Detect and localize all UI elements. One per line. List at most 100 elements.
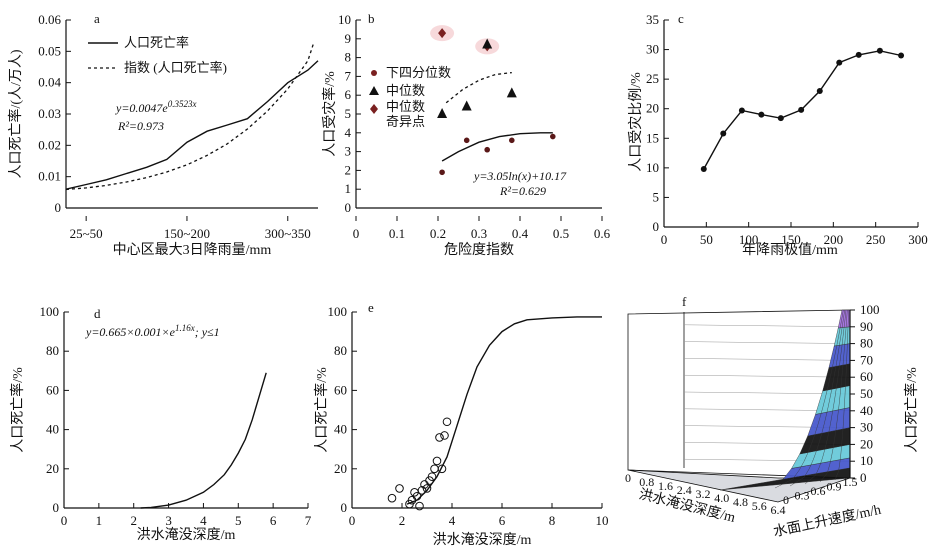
panel-a-xtick-label-0: 25~50 — [70, 226, 103, 241]
panel-f-surface-mesh-3 — [804, 309, 847, 485]
panel-e-xtick-label-1: 2 — [399, 513, 406, 528]
panel-f-xtick-label-6: 4.8 — [733, 495, 748, 509]
panel-b-equation: y=3.05ln(x)+10.17 — [473, 169, 567, 183]
panel-a-letter: a — [94, 11, 100, 26]
panel-a-series-solid-line — [65, 60, 319, 190]
panel-b-legend-lq-marker — [371, 70, 377, 76]
panel-c-ytick-label-6: 30 — [646, 42, 659, 57]
panel-f-z-title: 人口死亡率/% — [903, 367, 920, 453]
panel-f-ztick-label-2: 20 — [860, 436, 873, 451]
panel-d-x-ticks: 0 1 2 3 4 5 6 7 — [61, 503, 312, 528]
panel-c: c 0 5 10 15 20 25 30 35 0 50 100 150 200 250 300 年降雨极… — [627, 11, 928, 258]
panel-d-xtick-label-5: 5 — [235, 513, 242, 528]
panel-c-xtick-label-3: 150 — [781, 232, 801, 247]
panel-b-legend-lq-label: 下四分位数 — [386, 65, 451, 80]
panel-d-ytick-label-1: 20 — [46, 461, 59, 476]
panel-f-ztick-label-0: 0 — [860, 470, 867, 485]
panel-b-lq-point-2 — [484, 146, 491, 153]
panel-c-point-8 — [855, 51, 862, 58]
panel-e-point-5 — [412, 491, 422, 501]
panel-d-xtick-label-0: 0 — [61, 513, 68, 528]
panel-c-x-title: 年降雨极值/mm — [742, 242, 838, 258]
panel-b-ytick-label-6: 6 — [345, 87, 352, 102]
panel-c-x-ticks: 0 50 100 150 200 250 300 — [661, 222, 928, 247]
panel-c-ytick-label-5: 25 — [646, 71, 659, 86]
panel-d-y-title: 人口死亡率/% — [9, 367, 26, 453]
panel-d-x-title: 洪水淹没深度/m — [137, 527, 236, 543]
panel-f-surface — [719, 309, 851, 491]
panel-b-y-ticks: 0 1 2 3 4 5 6 7 8 9 10 — [338, 12, 361, 215]
panel-a: a 0 0.01 0.02 0.03 0.04 0.05 0.06 25~50 150~200… — [7, 11, 319, 258]
panel-b-lq-point-0 — [439, 169, 445, 176]
panel-e-ytick-label-2: 40 — [334, 422, 347, 437]
panel-a-ytick-label-6: 0.06 — [38, 12, 61, 27]
panel-b-ytick-label-5: 5 — [345, 106, 352, 121]
panel-d-ytick-label-4: 80 — [46, 343, 59, 358]
panel-d-xtick-label-7: 7 — [305, 513, 312, 528]
panel-b-lq-point-4 — [550, 133, 556, 140]
panel-c-ytick-label-2: 10 — [646, 160, 659, 175]
panel-f-y-ticks: 0 0.3 0.6 0.9 1.5 — [783, 475, 858, 507]
panel-f-surface-mesh-2 — [789, 309, 845, 487]
panel-c-xtick-label-4: 200 — [824, 232, 844, 247]
panel-c-xtick-label-5: 250 — [866, 232, 886, 247]
panel-f-wall-grid-line-6 — [683, 374, 851, 378]
panel-b-y-title: 人口受灾率/% — [321, 71, 338, 157]
panel-e-point-11 — [427, 472, 437, 481]
panel-a-xtick-label-1: 150~200 — [164, 226, 210, 241]
panel-d-xtick-label-3: 3 — [165, 513, 172, 528]
panel-f-xtick-label-7: 5.6 — [752, 499, 767, 513]
panel-e-ytick-label-1: 20 — [334, 461, 347, 476]
panel-e-x-title: 洪水淹没深度/m — [433, 532, 532, 548]
panel-c-point-1 — [720, 130, 727, 137]
panel-c-point-6 — [816, 87, 823, 94]
panel-f-ztick-label-9: 90 — [860, 319, 873, 334]
panel-e-xtick-label-0: 0 — [349, 513, 356, 528]
panel-d-equation: y=0.665×0.001×e1.16x; y≤1 — [85, 323, 220, 339]
panel-b-xtick-label-5: 0.5 — [553, 226, 569, 241]
panel-e: e 0 20 40 60 80 100 0 2 4 6 8 10 洪水淹没深度/m 人口死亡率/% — [313, 300, 609, 548]
panel-b-legend-median-marker — [369, 86, 379, 95]
panel-b-legend-median2-marker — [370, 104, 378, 114]
panel-f-xtick-label-5: 4.0 — [714, 491, 729, 505]
panel-d-series — [140, 372, 267, 509]
panel-f-xtick-label-2: 1.6 — [658, 479, 673, 493]
panel-f-ytick-label-0: 0 — [783, 493, 789, 507]
panel-e-point-9 — [422, 484, 432, 493]
panel-c-point-0 — [700, 166, 707, 173]
panel-d-equation-exponent: 1.16x — [175, 323, 195, 333]
panel-d: d 0 20 40 60 80 100 0 1 2 3 4 5 6 7 y=0.665×0.001×e1… — [9, 304, 312, 543]
panel-c-ytick-label-7: 35 — [646, 12, 659, 27]
panel-c-point-2 — [738, 107, 745, 114]
panel-e-point-1 — [395, 484, 404, 493]
panel-a-ytick-label-5: 0.05 — [38, 43, 61, 58]
panel-b-letter: b — [368, 11, 375, 26]
panel-b-fit-lower-line — [441, 132, 553, 162]
panel-b-ytick-label-1: 1 — [345, 181, 352, 196]
panel-e-y-ticks: 0 20 40 60 80 100 — [328, 304, 357, 515]
panel-f-ztick-label-1: 10 — [860, 453, 873, 468]
panel-a-xtick-label-2: 300~350 — [265, 226, 311, 241]
panel-d-ytick-label-3: 60 — [46, 382, 59, 397]
panel-f-ztick-label-8: 80 — [860, 336, 873, 351]
panel-d-ytick-label-5: 100 — [40, 304, 60, 319]
panel-d-series-line — [140, 372, 267, 509]
panel-d-ytick-label-0: 0 — [53, 500, 60, 515]
panel-e-y-title: 人口死亡率/% — [313, 367, 330, 453]
panel-e-ytick-label-4: 80 — [334, 343, 347, 358]
panel-a-equation-exponent: 0.3523x — [168, 99, 197, 109]
panel-b-xtick-label-4: 0.4 — [512, 226, 529, 241]
panel-a-equation: y=0.0047e0.3523x — [115, 99, 197, 115]
panel-d-y-ticks: 0 20 40 60 80 100 — [40, 304, 69, 515]
panel-b-median-point-1 — [461, 100, 472, 111]
panel-a-y-ticks: 0 0.01 0.02 0.03 0.04 0.05 0.06 — [38, 12, 71, 215]
panel-b-median-point-2 — [482, 38, 493, 49]
panel-c-point-3 — [758, 111, 765, 118]
panel-f-xtick-label-0: 0 — [625, 471, 631, 485]
panel-c-ytick-label-4: 20 — [646, 101, 659, 116]
panel-b-xtick-label-0: 0 — [353, 226, 360, 241]
panel-b-ytick-label-3: 3 — [345, 144, 352, 159]
panel-e-point-13 — [432, 456, 442, 466]
panel-b-x-title: 危险度指数 — [444, 242, 514, 258]
